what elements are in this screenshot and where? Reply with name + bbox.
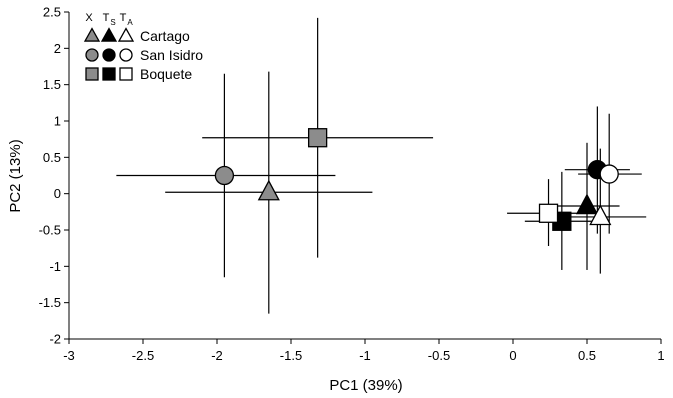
san-isidro-t-a-point <box>599 164 619 184</box>
legend-marker-circle-1 <box>102 48 116 62</box>
y-tick-label: 0 <box>54 186 61 201</box>
legend-header-sub-2: A <box>127 18 133 27</box>
y-tick-label: -2 <box>49 332 61 347</box>
x-tick-label: -3 <box>63 348 75 363</box>
y-tick-label: -1.5 <box>39 295 61 310</box>
cartago-t-a-point <box>589 204 612 226</box>
data-markers <box>214 128 619 231</box>
y-tick-label: -0.5 <box>39 223 61 238</box>
x-tick-label: 0.5 <box>578 348 596 363</box>
axes: -3 -2.5 -2 -1.5 -1 -0.5 0 0.5 1 -2 -1.5 -1 -0.5 0 0.5 1… <box>39 5 665 364</box>
cartago-t-s-point <box>575 193 599 215</box>
y-axis-label: PC2 (13%) <box>7 139 24 212</box>
x-tick-label: -2.5 <box>132 348 154 363</box>
cartago-x-point <box>257 179 280 201</box>
legend-header-2: T <box>120 12 127 24</box>
boquete-x-point <box>307 128 328 148</box>
x-tick-label: 0 <box>509 348 516 363</box>
x-tick-label: -1 <box>359 348 371 363</box>
y-tick-label: -1 <box>49 259 61 274</box>
legend-header-1: T <box>103 12 110 24</box>
x-tick-label: 1 <box>657 348 664 363</box>
y-tick-label: 0.5 <box>43 150 61 165</box>
legend-marker-triangle-0 <box>83 27 101 42</box>
x-tick-label: -1.5 <box>280 348 302 363</box>
boquete-t-a-point <box>538 203 559 223</box>
legend-label-cartago: Cartago <box>140 28 190 44</box>
legend-label-boquete: Boquete <box>140 66 192 82</box>
x-tick-label: -0.5 <box>428 348 450 363</box>
san-isidro-x-point <box>214 165 235 186</box>
legend-marker-square-0 <box>85 67 99 81</box>
legend-marker-triangle-1 <box>100 27 118 42</box>
y-tick-label: 1 <box>54 114 61 129</box>
legend-marker-circle-2 <box>119 48 133 62</box>
x-tick-label: -2 <box>211 348 223 363</box>
legend-header-0: X <box>85 12 93 24</box>
y-tick-label: 2 <box>54 41 61 56</box>
legend-label-san-isidro: San Isidro <box>140 47 203 63</box>
legend-marker-square-2 <box>119 67 133 81</box>
y-tick-label: 1.5 <box>43 77 61 92</box>
x-axis-label: PC1 (39%) <box>329 377 402 394</box>
legend-marker-triangle-2 <box>117 27 135 42</box>
legend-marker-square-1 <box>102 67 116 81</box>
legend-header-sub-1: S <box>110 18 115 27</box>
legend-marker-circle-0 <box>85 48 99 62</box>
y-tick-label: 2.5 <box>43 5 61 20</box>
